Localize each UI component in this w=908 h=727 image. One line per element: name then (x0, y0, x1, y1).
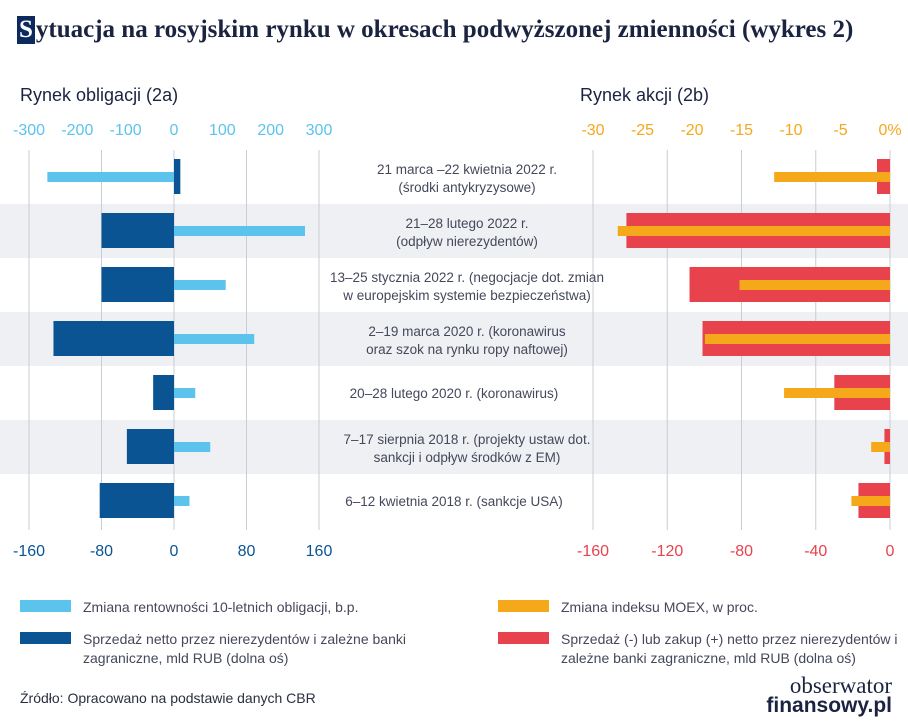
period-label-line1: 13–25 stycznia 2022 r. (negocjacje dot. … (330, 270, 604, 285)
period-label-line1: 7–17 sierpnia 2018 r. (projekty ustaw do… (344, 432, 591, 447)
top-tick-label: -20 (680, 122, 703, 139)
bottom-tick-label: 0 (886, 543, 895, 560)
bar-change (739, 280, 890, 290)
bar-change (851, 496, 890, 506)
top-tick-label: 300 (306, 122, 333, 139)
bottom-tick-label: -120 (651, 543, 683, 560)
bar-sales (101, 267, 174, 302)
bar-sales (99, 483, 174, 518)
legend-swatch-bond-yield (20, 600, 71, 612)
top-tick-label: -100 (110, 122, 142, 139)
bar-change (784, 388, 890, 398)
bottom-tick-label: -160 (577, 543, 609, 560)
bar-change (174, 496, 190, 506)
bar-sales (174, 159, 181, 194)
legend-item-bond-sales: Sprzedaż netto przez nierezydentów i zal… (20, 630, 440, 668)
period-label-line2: sankcji i odpływ środków z EM) (374, 450, 561, 465)
title-text: ytuacja na rosyjskim rynku w okresach po… (35, 16, 854, 43)
bar-change (704, 334, 890, 344)
legend-label-moex: Zmiana indeksu MOEX, w proc. (561, 599, 758, 615)
top-tick-label: -15 (730, 122, 753, 139)
bar-change (174, 388, 196, 398)
bar-sales (53, 321, 174, 356)
axis-labels: -300 -200 -100 0 100 200 300-160 -80 0 80 160-30 -2… (13, 122, 902, 560)
period-labels: 21 marca –22 kwietnia 2022 r. (środki ant… (330, 162, 604, 509)
source-note: Źródło: Opracowano na podstawie danych C… (20, 690, 316, 706)
bar-sales (153, 375, 174, 410)
bar-change (47, 172, 174, 182)
period-label-line2: oraz szok na rynku ropy naftowej) (366, 342, 568, 357)
legend-label-bond-yield: Zmiana rentowności 10-letnich obligacji,… (83, 599, 359, 615)
bar-sales (101, 213, 174, 248)
top-tick-label: -300 (13, 122, 45, 139)
panel-title: Rynek akcji (2b) (580, 85, 709, 105)
bottom-tick-label: -80 (730, 543, 753, 560)
bottom-tick-label: 160 (306, 543, 333, 560)
panel-titles: Rynek obligacji (2a) Rynek akcji (2b) (20, 85, 709, 105)
bottom-tick-label: 80 (238, 543, 256, 560)
legend-label-equity-flows: Sprzedaż (-) lub zakup (+) netto przez n… (561, 631, 898, 666)
bottom-tick-label: 0 (170, 543, 179, 560)
legend-label-bond-sales: Sprzedaż netto przez nierezydentów i zal… (83, 631, 406, 666)
top-tick-label: -5 (833, 122, 847, 139)
legend-swatch-moex (498, 600, 549, 612)
legend-item-moex: Zmiana indeksu MOEX, w proc. (498, 598, 878, 617)
bar-change (617, 226, 890, 236)
bottom-tick-label: -80 (90, 543, 113, 560)
bars (47, 159, 890, 518)
top-tick-label: -25 (631, 122, 654, 139)
chart-title: S ytuacja na rosyjskim rynku w okresach … (17, 12, 853, 48)
top-tick-label: -10 (779, 122, 802, 139)
legend-swatch-bond-sales (20, 632, 71, 644)
period-label-line1: 21 marca –22 kwietnia 2022 r. (377, 162, 557, 177)
legend-item-bond-yield: Zmiana rentowności 10-letnich obligacji,… (20, 598, 400, 617)
period-label-line2: (środki antykryzysowe) (398, 180, 535, 195)
bar-change (174, 334, 255, 344)
top-tick-label: 0% (878, 122, 901, 139)
bar-change (871, 442, 890, 452)
top-tick-label: -30 (581, 122, 604, 139)
bar-change (174, 280, 226, 290)
publisher-logo: obserwator finansowy.pl (766, 673, 892, 717)
bottom-tick-label: -40 (804, 543, 827, 560)
bottom-tick-label: -160 (13, 543, 45, 560)
period-label-line1: 6–12 kwietnia 2018 r. (sankcje USA) (345, 494, 563, 509)
logo-line-1: obserwator (789, 673, 892, 698)
period-label-line1: 20–28 lutego 2020 r. (koronawirus) (350, 386, 559, 401)
title-initial: S (17, 16, 35, 44)
panel-title: Rynek obligacji (2a) (20, 85, 178, 105)
legend-swatch-equity-flows (498, 632, 549, 644)
period-label-line2: w europejskim systemie bezpieczeństwa) (342, 288, 591, 303)
bar-change (774, 172, 890, 182)
top-tick-label: -200 (61, 122, 93, 139)
bar-change (174, 226, 305, 236)
period-label-line1: 21–28 lutego 2022 r. (405, 216, 528, 231)
period-label-line2: (odpływ nierezydentów) (396, 234, 538, 249)
top-tick-label: 100 (209, 122, 236, 139)
logo-line-2: finansowy.pl (766, 694, 892, 717)
legend-item-equity-flows: Sprzedaż (-) lub zakup (+) netto przez n… (498, 630, 898, 668)
charts-canvas: -300 -200 -100 0 100 200 300-160 -80 0 80 160-30 -2… (0, 85, 908, 560)
top-tick-label: 200 (257, 122, 284, 139)
bar-sales (126, 429, 174, 464)
top-tick-label: 0 (170, 122, 179, 139)
period-label-line1: 2–19 marca 2020 r. (koronawirus (368, 324, 566, 339)
bar-change (174, 442, 211, 452)
